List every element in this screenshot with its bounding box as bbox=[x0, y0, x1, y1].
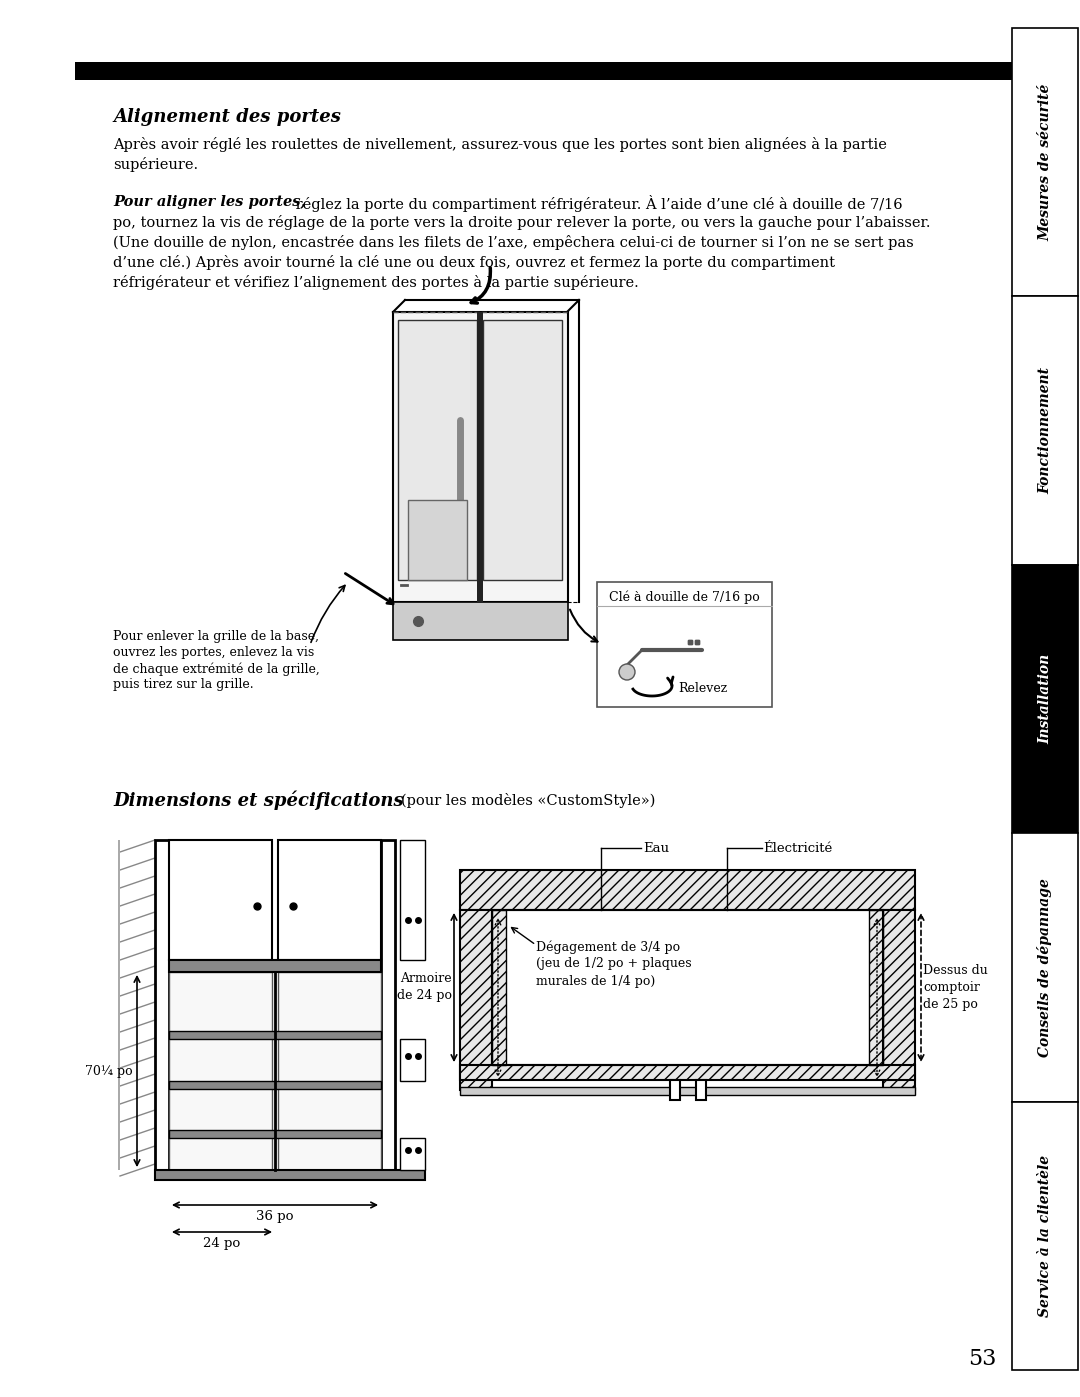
Bar bbox=[156, 1171, 426, 1180]
Bar bbox=[477, 312, 483, 602]
Text: 24 po: 24 po bbox=[203, 1236, 241, 1250]
Bar bbox=[460, 1065, 915, 1080]
Bar bbox=[168, 1130, 381, 1139]
Bar bbox=[869, 909, 883, 1065]
Bar bbox=[278, 840, 381, 960]
Text: po, tournez la vis de réglage de la porte vers la droite pour relever la porte, : po, tournez la vis de réglage de la port… bbox=[113, 215, 931, 231]
Bar bbox=[1012, 1102, 1078, 1370]
Text: puis tirez sur la grille.: puis tirez sur la grille. bbox=[113, 678, 254, 692]
Text: supérieure.: supérieure. bbox=[113, 156, 198, 172]
Bar bbox=[400, 840, 426, 960]
Bar bbox=[460, 1087, 915, 1095]
Text: Alignement des portes: Alignement des portes bbox=[113, 108, 341, 126]
Text: (pour les modèles «CustomStyle»): (pour les modèles «CustomStyle») bbox=[401, 793, 656, 807]
Bar bbox=[168, 1081, 381, 1088]
Text: Service à la clientèle: Service à la clientèle bbox=[1038, 1155, 1052, 1317]
Text: Armoire
de 24 po: Armoire de 24 po bbox=[397, 972, 453, 1003]
Text: Eau: Eau bbox=[644, 841, 670, 855]
Text: Conseils de dépannage: Conseils de dépannage bbox=[1038, 877, 1053, 1058]
Text: Dégagement de 3/4 po
(jeu de 1/2 po + plaques
murales de 1/4 po): Dégagement de 3/4 po (jeu de 1/2 po + pl… bbox=[536, 940, 691, 988]
Text: réglez la porte du compartiment réfrigérateur. À l’aide d’une clé à douille de 7: réglez la porte du compartiment réfrigér… bbox=[291, 196, 903, 212]
Bar bbox=[278, 972, 381, 1171]
Text: Dessus du
comptoir
de 25 po: Dessus du comptoir de 25 po bbox=[923, 964, 988, 1011]
Bar bbox=[460, 909, 492, 1090]
Bar bbox=[400, 1039, 426, 1081]
Text: Électricité: Électricité bbox=[764, 841, 833, 855]
Bar bbox=[156, 840, 168, 1171]
Bar bbox=[399, 320, 477, 580]
Bar bbox=[1012, 28, 1078, 296]
Text: d’une clé.) Après avoir tourné la clé une ou deux fois, ouvrez et fermez la port: d’une clé.) Après avoir tourné la clé un… bbox=[113, 256, 835, 270]
Circle shape bbox=[619, 664, 635, 680]
Bar bbox=[400, 1139, 426, 1171]
Text: 53: 53 bbox=[969, 1348, 997, 1370]
Text: Pour aligner les portes,: Pour aligner les portes, bbox=[113, 196, 306, 210]
Bar bbox=[381, 840, 395, 1171]
Bar bbox=[1012, 564, 1078, 833]
Bar bbox=[168, 960, 381, 972]
Bar bbox=[168, 1031, 381, 1039]
Bar bbox=[408, 500, 467, 580]
Bar bbox=[1012, 296, 1078, 564]
Text: Mesures de sécurité: Mesures de sécurité bbox=[1038, 84, 1052, 240]
Text: 36 po: 36 po bbox=[256, 1210, 294, 1222]
Bar bbox=[696, 1080, 705, 1099]
Bar bbox=[168, 972, 272, 1171]
Bar bbox=[492, 909, 507, 1065]
Bar bbox=[393, 602, 568, 640]
Text: Après avoir réglé les roulettes de nivellement, assurez-vous que les portes sont: Après avoir réglé les roulettes de nivel… bbox=[113, 137, 887, 152]
Bar bbox=[492, 909, 883, 1065]
Bar bbox=[1012, 833, 1078, 1102]
Bar bbox=[597, 583, 772, 707]
Bar bbox=[75, 61, 1012, 80]
Text: réfrigérateur et vérifiez l’alignement des portes à la partie supérieure.: réfrigérateur et vérifiez l’alignement d… bbox=[113, 275, 638, 291]
Text: de chaque extrémité de la grille,: de chaque extrémité de la grille, bbox=[113, 662, 320, 676]
Text: Pour enlever la grille de la base,: Pour enlever la grille de la base, bbox=[113, 630, 319, 643]
Bar bbox=[883, 909, 915, 1090]
Bar bbox=[670, 1080, 679, 1099]
Text: Relevez: Relevez bbox=[678, 682, 727, 694]
Bar bbox=[118, 840, 120, 1171]
Text: Clé à douille de 7/16 po: Clé à douille de 7/16 po bbox=[609, 590, 760, 604]
Text: ouvrez les portes, enlevez la vis: ouvrez les portes, enlevez la vis bbox=[113, 645, 314, 659]
Text: Fonctionnement: Fonctionnement bbox=[1038, 367, 1052, 495]
Text: Installation: Installation bbox=[1038, 654, 1052, 745]
Text: (Une douille de nylon, encastrée dans les filets de l’axe, empêchera celui-ci de: (Une douille de nylon, encastrée dans le… bbox=[113, 235, 914, 250]
Text: 70¼ po: 70¼ po bbox=[85, 1065, 133, 1077]
Bar bbox=[460, 870, 915, 909]
Bar bbox=[483, 320, 562, 580]
Text: Dimensions et spécifications: Dimensions et spécifications bbox=[113, 789, 404, 809]
Bar bbox=[492, 909, 883, 1065]
Bar bbox=[168, 840, 272, 960]
Bar bbox=[393, 312, 568, 602]
